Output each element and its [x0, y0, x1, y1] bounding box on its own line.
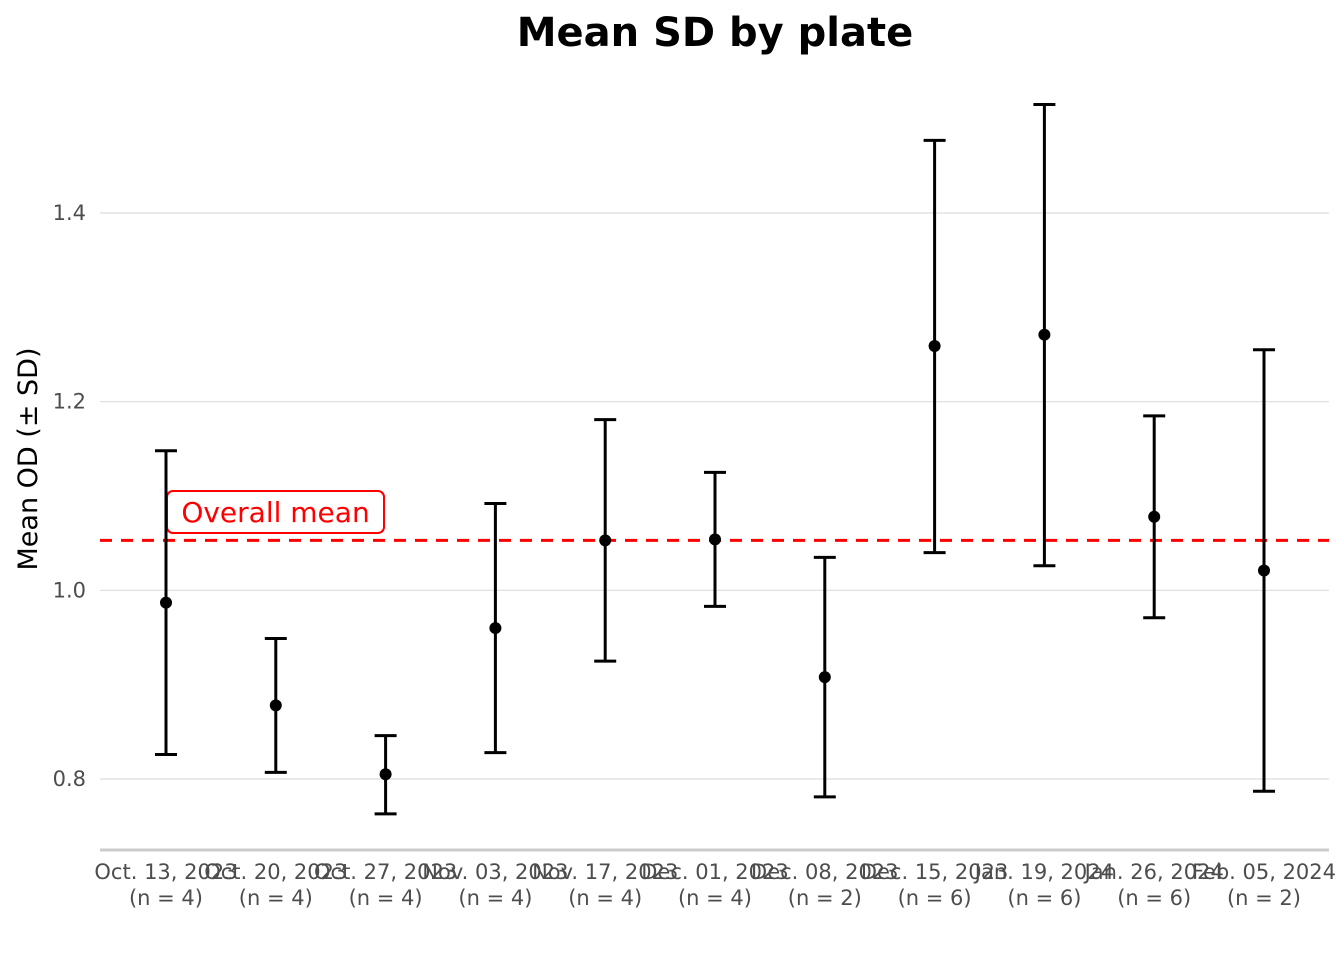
- x-tick-label: Dec. 08, 2023 (n = 2): [751, 860, 899, 910]
- x-tick-date: Nov. 03, 2023: [422, 860, 568, 884]
- x-tick-label: Dec. 01, 2023 (n = 4): [641, 860, 789, 910]
- x-tick-count: (n = 4): [239, 886, 313, 910]
- x-tick-count: (n = 6): [898, 886, 972, 910]
- x-tick-label: Nov. 17, 2023 (n = 4): [532, 860, 678, 910]
- mean-point: [379, 768, 392, 781]
- y-tick-label: 0.8: [53, 767, 86, 791]
- x-tick-count: (n = 2): [1227, 886, 1301, 910]
- mean-point: [160, 596, 172, 609]
- x-tick-label: Feb. 05, 2024 (n = 2): [1192, 860, 1336, 910]
- x-tick-label: Jan. 26, 2024 (n = 6): [1083, 860, 1224, 910]
- mean-point: [489, 622, 502, 635]
- mean-point: [709, 533, 721, 546]
- x-tick-date: Oct. 27, 2023: [314, 860, 457, 884]
- x-tick-label: Oct. 27, 2023 (n = 4): [314, 860, 457, 910]
- mean-point: [928, 340, 941, 353]
- mean-point: [269, 699, 282, 712]
- x-tick-count: (n = 4): [129, 886, 203, 910]
- y-tick-labels: 0.8 1.0 1.2 1.4: [53, 201, 86, 791]
- overall-mean-label: Overall mean: [181, 496, 369, 529]
- x-tick-date: Oct. 20, 2023: [204, 860, 347, 884]
- x-tick-label: Nov. 03, 2023 (n = 4): [422, 860, 568, 910]
- chart-title: Mean SD by plate: [517, 10, 913, 56]
- mean-point: [818, 671, 831, 684]
- overall-mean-annotation: Overall mean: [166, 490, 385, 534]
- x-tick-count: (n = 4): [349, 886, 423, 910]
- gridlines: [100, 212, 1329, 780]
- x-tick-date: Nov. 17, 2023: [532, 860, 678, 884]
- x-tick-label: Oct. 13, 2023 (n = 4): [94, 860, 237, 910]
- x-tick-count: (n = 4): [678, 886, 752, 910]
- mean-point: [1038, 328, 1051, 341]
- x-tick-date: Jan. 19, 2024: [973, 860, 1114, 884]
- x-tick-label: Jan. 19, 2024 (n = 6): [973, 860, 1114, 910]
- x-tick-count: (n = 4): [568, 886, 642, 910]
- y-tick-label: 1.0: [53, 578, 86, 602]
- x-tick-count: (n = 6): [1007, 886, 1081, 910]
- x-tick-count: (n = 2): [788, 886, 862, 910]
- x-tick-date: Oct. 13, 2023: [94, 860, 237, 884]
- y-axis-label: Mean OD (± SD): [13, 348, 44, 571]
- mean-point: [1258, 564, 1270, 577]
- x-tick-labels: Oct. 13, 2023 (n = 4)Oct. 20, 2023 (n = 4)…: [94, 860, 1336, 910]
- x-tick-label: Dec. 15, 2023 (n = 6): [861, 860, 1009, 910]
- mean-point: [1148, 510, 1161, 523]
- mean-point: [599, 534, 612, 547]
- x-tick-date: Dec. 01, 2023: [641, 860, 789, 884]
- x-tick-date: Jan. 26, 2024: [1083, 860, 1224, 884]
- x-tick-label: Oct. 20, 2023 (n = 4): [204, 860, 347, 910]
- y-tick-label: 1.4: [53, 201, 86, 225]
- x-tick-date: Dec. 08, 2023: [751, 860, 899, 884]
- x-tick-date: Feb. 05, 2024: [1192, 860, 1336, 884]
- x-tick-count: (n = 4): [458, 886, 532, 910]
- error-bar-series: [155, 103, 1275, 816]
- y-tick-label: 1.2: [53, 390, 86, 414]
- x-tick-date: Dec. 15, 2023: [861, 860, 1009, 884]
- x-tick-count: (n = 6): [1117, 886, 1191, 910]
